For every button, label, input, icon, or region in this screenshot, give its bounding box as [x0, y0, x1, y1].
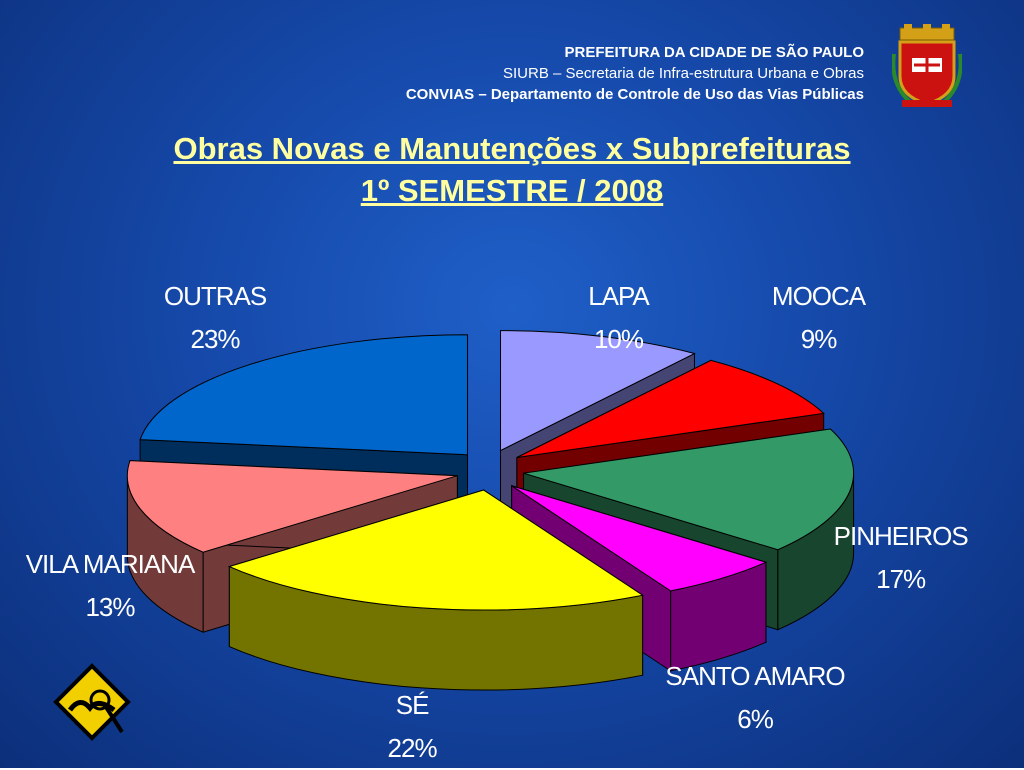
slice-name: SANTO AMARO [665, 660, 845, 691]
pie-slice-s- [227, 489, 644, 691]
slice-label-santo-amaro: SANTO AMARO 6% [665, 655, 845, 741]
title-line-1: Obras Novas e Manutenções x Subprefeitur… [173, 131, 851, 166]
city-seal-icon [892, 24, 962, 107]
slice-name: OUTRAS [163, 281, 267, 311]
slide-title: Obras Novas e Manutenções x Subprefeitur… [0, 128, 1024, 212]
header-line-3: CONVIAS – Departamento de Controle de Us… [405, 86, 864, 103]
slice-percent: 6% [737, 703, 774, 734]
header-line-2: SIURB – Secretaria de Infra-estrutura Ur… [503, 65, 864, 82]
slice-percent: 17% [876, 563, 926, 594]
slice-name: VILA MARIANA [25, 548, 196, 579]
header-line-1: PREFEITURA DA CIDADE DE SÃO PAULO [564, 44, 864, 61]
slice-label-mooca: MOOCA 9% [771, 275, 866, 361]
slice-name: LAPA [588, 281, 650, 311]
slice-label-vila-mariana: VILA MARIANA 13% [25, 543, 196, 629]
slice-label-lapa: LAPA 10% [588, 275, 650, 361]
slice-percent: 22% [387, 733, 438, 763]
slice-label-outras: OUTRAS 23% [163, 275, 267, 361]
slice-percent: 9% [800, 324, 838, 354]
road-sign-icon [53, 663, 131, 741]
slice-percent: 13% [85, 591, 135, 622]
slice-label-pinheiros: PINHEIROS 17% [833, 515, 969, 601]
slice-name: PINHEIROS [833, 520, 969, 551]
slice-name: MOOCA [771, 281, 866, 311]
slice-label-s-: SÉ 22% [387, 684, 438, 770]
slice-percent: 23% [190, 324, 240, 354]
slice-percent: 10% [593, 324, 644, 354]
slice-name: SÉ [395, 690, 430, 720]
header-block: PREFEITURA DA CIDADE DE SÃO PAULO SIURB … [406, 42, 864, 105]
title-line-2: 1º SEMESTRE / 2008 [360, 173, 664, 208]
